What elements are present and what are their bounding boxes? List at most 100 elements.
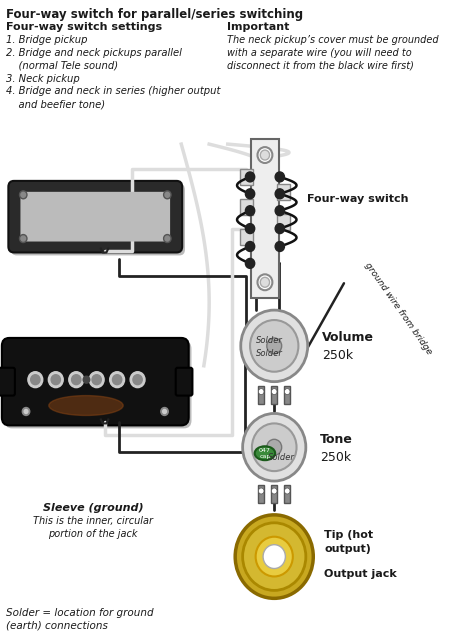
Circle shape [246, 206, 255, 216]
FancyBboxPatch shape [5, 341, 191, 428]
Circle shape [246, 258, 255, 269]
Circle shape [246, 189, 255, 199]
Circle shape [250, 320, 299, 372]
Circle shape [272, 389, 277, 394]
Circle shape [19, 234, 27, 243]
Circle shape [275, 172, 284, 182]
Bar [240, 169, 253, 185]
Text: Tip (hot: Tip (hot [324, 530, 374, 540]
Circle shape [267, 439, 282, 455]
FancyBboxPatch shape [0, 368, 15, 396]
Circle shape [272, 488, 277, 494]
Text: Output jack: Output jack [324, 569, 397, 580]
Circle shape [69, 372, 84, 387]
Circle shape [109, 372, 125, 387]
Circle shape [51, 375, 60, 385]
Text: Solder: Solder [268, 453, 295, 462]
Bar [240, 229, 253, 245]
Bar [277, 214, 290, 229]
Text: ground wire from bridge: ground wire from bridge [363, 260, 433, 356]
Circle shape [257, 147, 273, 163]
FancyBboxPatch shape [2, 338, 189, 425]
FancyBboxPatch shape [20, 192, 170, 241]
Circle shape [260, 277, 270, 288]
Circle shape [164, 234, 171, 243]
Circle shape [246, 172, 255, 182]
Text: Four-way switch: Four-way switch [307, 194, 408, 204]
Text: Sleeve (ground): Sleeve (ground) [43, 503, 143, 513]
Circle shape [28, 372, 43, 387]
Circle shape [284, 389, 290, 394]
Circle shape [165, 236, 170, 241]
Circle shape [260, 150, 270, 160]
Circle shape [255, 537, 293, 576]
Circle shape [246, 224, 255, 234]
Circle shape [257, 274, 273, 290]
Circle shape [275, 241, 284, 252]
Text: Four-way switch for parallel/series switching: Four-way switch for parallel/series swit… [6, 8, 303, 21]
Circle shape [24, 410, 28, 413]
Text: 047
cap: 047 cap [259, 448, 271, 459]
Text: (earth) connections: (earth) connections [6, 620, 108, 630]
Circle shape [252, 423, 297, 471]
FancyBboxPatch shape [176, 368, 192, 396]
Circle shape [258, 389, 264, 394]
Text: Tone: Tone [320, 433, 353, 446]
Text: portion of the jack: portion of the jack [48, 529, 138, 538]
Text: 1. Bridge pickup: 1. Bridge pickup [6, 35, 87, 45]
Circle shape [19, 191, 27, 199]
Text: Solder = location for ground: Solder = location for ground [6, 608, 153, 618]
Text: with a separate wire (you will need to: with a separate wire (you will need to [227, 47, 411, 58]
Text: (normal Tele sound): (normal Tele sound) [6, 61, 118, 71]
Bar [251, 139, 279, 298]
Text: output): output) [324, 544, 371, 554]
Ellipse shape [255, 446, 275, 460]
Circle shape [165, 192, 170, 197]
Text: Solder: Solder [256, 336, 283, 346]
FancyBboxPatch shape [11, 184, 185, 255]
Circle shape [284, 488, 290, 494]
Bar [258, 485, 264, 503]
Circle shape [22, 408, 30, 415]
Circle shape [89, 372, 104, 387]
FancyBboxPatch shape [9, 181, 182, 252]
Bar [272, 386, 277, 404]
Text: and beefier tone): and beefier tone) [6, 99, 105, 109]
Circle shape [21, 236, 26, 241]
Circle shape [243, 523, 306, 590]
Ellipse shape [49, 396, 123, 415]
Circle shape [92, 375, 101, 385]
Text: 3. Neck pickup: 3. Neck pickup [6, 73, 79, 83]
Text: 250k: 250k [322, 349, 353, 362]
Bar [272, 485, 277, 503]
Circle shape [163, 410, 166, 413]
Circle shape [246, 241, 255, 252]
Circle shape [83, 376, 90, 383]
Circle shape [130, 372, 145, 387]
Circle shape [241, 310, 308, 382]
Circle shape [243, 413, 306, 481]
Circle shape [133, 375, 142, 385]
Circle shape [275, 206, 284, 216]
Text: The neck pickup’s cover must be grounded: The neck pickup’s cover must be grounded [227, 35, 438, 45]
Text: Important: Important [227, 22, 289, 32]
Text: This is the inner, circular: This is the inner, circular [33, 516, 153, 526]
Circle shape [275, 224, 284, 234]
Circle shape [161, 408, 168, 415]
Circle shape [164, 191, 171, 199]
Circle shape [48, 372, 63, 387]
Text: Volume: Volume [322, 331, 374, 344]
Text: Solder: Solder [256, 349, 283, 358]
Circle shape [21, 192, 26, 197]
Text: 250k: 250k [320, 451, 351, 464]
Circle shape [235, 515, 313, 599]
Bar [284, 485, 290, 503]
Circle shape [31, 375, 40, 385]
Text: Four-way switch settings: Four-way switch settings [6, 22, 162, 32]
Text: 4. Bridge and neck in series (higher output: 4. Bridge and neck in series (higher out… [6, 87, 220, 97]
Bar [240, 199, 253, 215]
Text: 2. Bridge and neck pickups parallel: 2. Bridge and neck pickups parallel [6, 47, 182, 58]
Circle shape [267, 338, 282, 354]
Circle shape [258, 488, 264, 494]
Circle shape [72, 375, 81, 385]
